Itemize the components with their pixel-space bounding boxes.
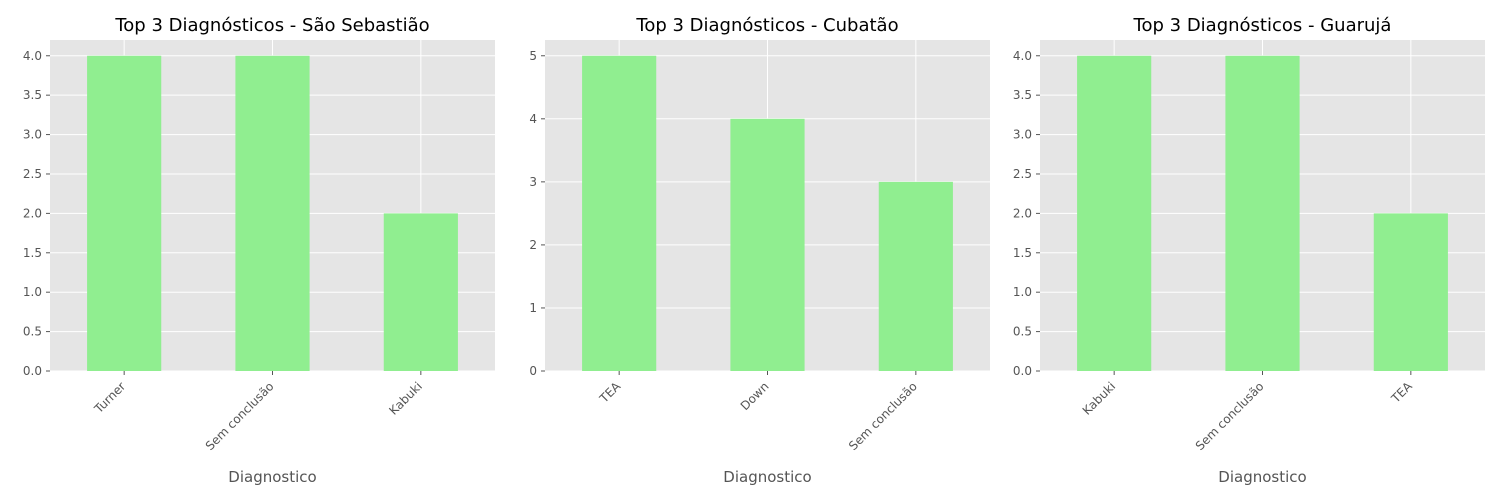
y-tick-label: 4.0 (1013, 49, 1032, 63)
chart-title: Top 3 Diagnósticos - Guarujá (1133, 15, 1392, 36)
x-tick-label: TEA (596, 379, 624, 407)
x-tick-label: Turner (91, 379, 128, 416)
bar-down (730, 118, 805, 371)
y-tick-label: 1.5 (23, 246, 42, 260)
chart-title: Top 3 Diagnósticos - São Sebastião (114, 15, 429, 36)
y-tick-label: 2.5 (23, 167, 42, 181)
x-tick-label: TEA (1388, 379, 1416, 407)
bar-sem-conclus-o (1225, 55, 1300, 372)
x-tick-label: Kabuki (1080, 379, 1119, 418)
chart-panel-1: 0.0 0.5 1.0 1.5 2.0 2.5 3.0 3.5 4.0 Turner Sem con… (23, 15, 495, 486)
y-tick-label: 3.0 (1013, 128, 1032, 142)
chart-title: Top 3 Diagnósticos - Cubatão (635, 15, 898, 36)
y-tick-label: 2.0 (23, 206, 42, 220)
y-tick-label: 2 (529, 238, 537, 252)
y-tick-label: 0.5 (23, 325, 42, 339)
y-tick-label: 4.0 (23, 49, 42, 63)
y-tick-label: 0 (529, 364, 537, 378)
x-tick-label: Sem conclusão (846, 379, 920, 453)
bar-turner (87, 55, 162, 372)
y-tick-label: 0.0 (1013, 364, 1032, 378)
chart-panel-2: 0 1 2 3 4 5 TEA Down Sem conclusão Top 3 Diagnóst… (529, 15, 990, 486)
x-tick-label: Sem conclusão (1193, 379, 1267, 453)
x-tick-label: Sem conclusão (203, 379, 277, 453)
y-tick-label: 1.0 (23, 285, 42, 299)
bar-kabuki (383, 213, 458, 371)
x-axis-label: Diagnostico (1218, 468, 1306, 486)
bar-sem-conclus-o (878, 181, 953, 371)
bar-tea (1373, 213, 1448, 371)
y-tick-label: 1.0 (1013, 285, 1032, 299)
y-tick-label: 0.0 (23, 364, 42, 378)
y-tick-label: 3.5 (1013, 88, 1032, 102)
y-tick-label: 1 (529, 301, 537, 315)
y-tick-label: 3.0 (23, 128, 42, 142)
bar-kabuki (1077, 55, 1152, 372)
bar-tea (582, 55, 657, 372)
bar-sem-conclus-o (235, 55, 310, 372)
y-tick-label: 5 (529, 49, 537, 63)
chart-panel-3: 0.0 0.5 1.0 1.5 2.0 2.5 3.0 3.5 4.0 Kabuki Sem con… (1013, 15, 1485, 486)
y-tick-label: 2.5 (1013, 167, 1032, 181)
y-tick-label: 2.0 (1013, 206, 1032, 220)
x-tick-label: Down (738, 379, 772, 413)
y-tick-label: 1.5 (1013, 246, 1032, 260)
x-axis-label: Diagnostico (723, 468, 811, 486)
y-tick-label: 0.5 (1013, 325, 1032, 339)
y-tick-label: 4 (529, 112, 537, 126)
y-tick-label: 3 (529, 175, 537, 189)
x-tick-label: Kabuki (386, 379, 425, 418)
y-tick-label: 3.5 (23, 88, 42, 102)
x-axis-label: Diagnostico (228, 468, 316, 486)
